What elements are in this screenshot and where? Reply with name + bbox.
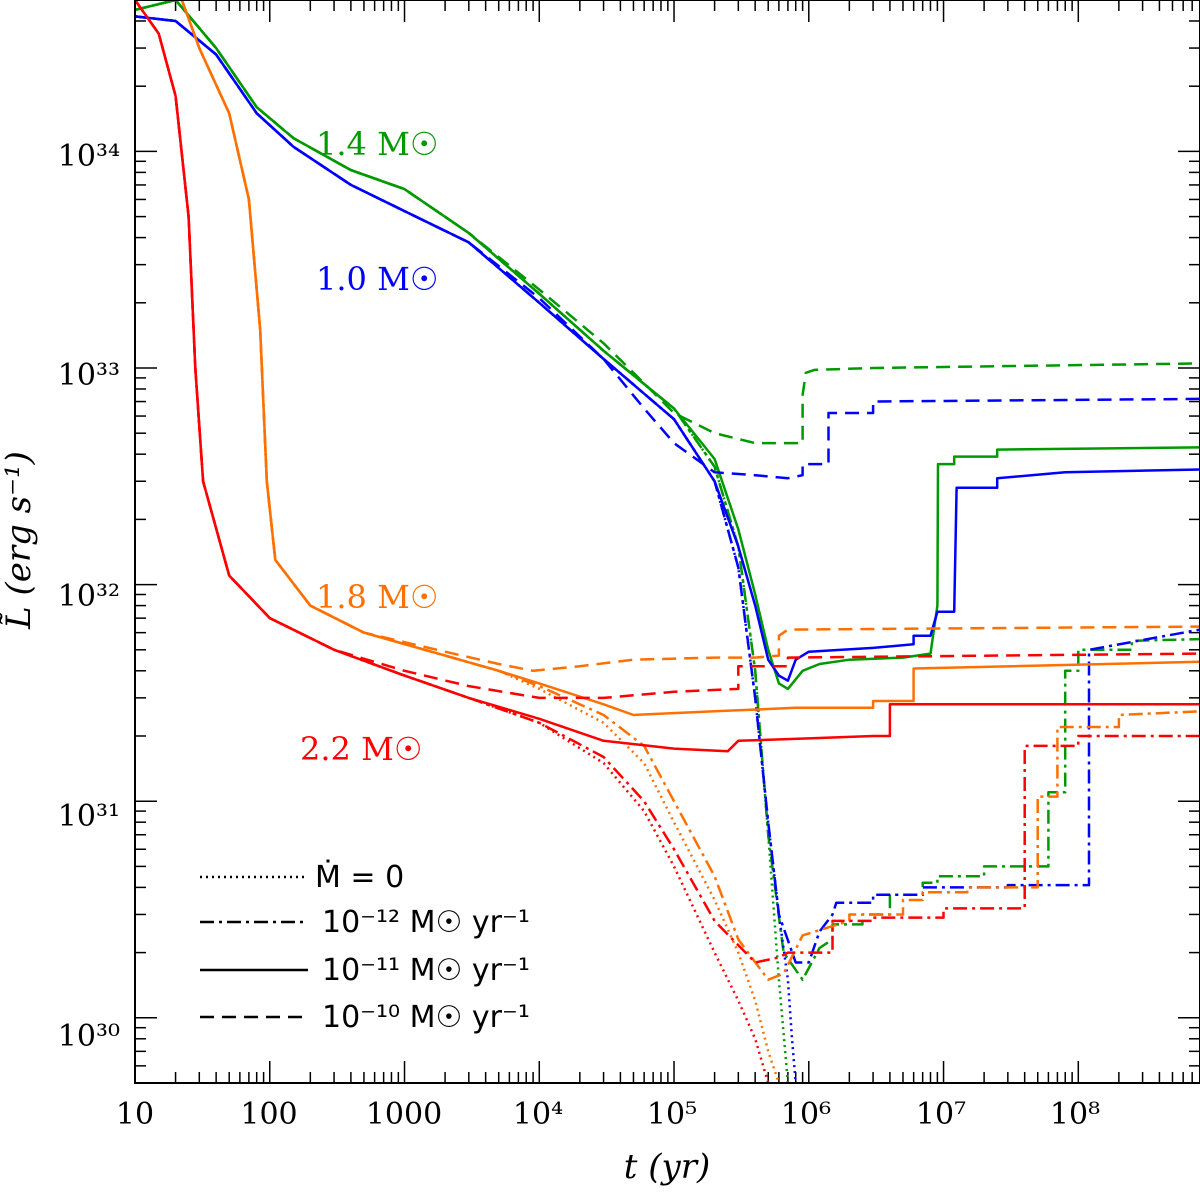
x-tick-label-1e4: 10⁴ (513, 1097, 563, 1132)
y-tick-label-1e31: 10³¹ (58, 799, 120, 834)
plot-frame (134, 0, 1200, 1084)
series-1.8-dashdot (135, 0, 1200, 981)
mass-label-1.8: 1.8 M☉ (316, 578, 439, 616)
legend-label-dashdot: 10⁻¹² M☉ yr⁻¹ (322, 905, 530, 940)
x-tick-label-1e7: 10⁷ (916, 1097, 966, 1132)
legend-label-solid: 10⁻¹¹ M☉ yr⁻¹ (322, 953, 530, 988)
series-layer (135, 0, 1200, 1083)
x-tick-label-1e5: 10⁵ (647, 1097, 697, 1132)
y-tick-label-1e30: 10³⁰ (58, 1019, 120, 1054)
minor-ticks (135, 0, 1200, 1083)
series-1.8-dashed (135, 0, 1200, 673)
legend-label-dashed: 10⁻¹⁰ M☉ yr⁻¹ (322, 1000, 530, 1035)
major-ticks (134, 0, 1200, 1083)
series-1.4-dashed (135, 0, 1200, 445)
series-1.0-dashed (135, 15, 1200, 480)
x-axis-label: t (yr) (624, 1147, 710, 1187)
legend-label-dotted: Ṁ = 0 (315, 859, 404, 895)
mass-label-2.2: 2.2 M☉ (300, 730, 423, 768)
x-tick-label-1000: 1000 (366, 1097, 442, 1132)
legend: Ṁ = 0 10⁻¹² M☉ yr⁻¹ 10⁻¹¹ M☉ yr⁻¹ 10⁻¹⁰ … (200, 859, 530, 1035)
series-2.2-dashdot (135, 0, 1200, 964)
y-tick-label-1e33: 10³³ (58, 358, 120, 393)
x-tick-label-100: 100 (240, 1097, 297, 1132)
series-2.2-dashed (135, 0, 1200, 700)
series-1.0-solid (135, 15, 1200, 682)
y-tick-label-1e32: 10³² (58, 579, 120, 614)
mass-label-1.0: 1.0 M☉ (316, 260, 439, 298)
y-tick-label-1e34: 10³⁴ (58, 139, 120, 174)
mass-label-1.4: 1.4 M☉ (316, 125, 439, 163)
series-2.2-solid (135, 0, 1200, 753)
x-tick-label-10: 10 (116, 1097, 154, 1132)
series-1.0-dashdot (135, 15, 1200, 964)
series-1.8-solid (135, 0, 1200, 717)
x-tick-label-1e6: 10⁶ (781, 1097, 831, 1132)
y-axis-label: L̃ (erg s⁻¹) (0, 451, 39, 630)
x-tick-label-1e8: 10⁸ (1050, 1097, 1100, 1132)
